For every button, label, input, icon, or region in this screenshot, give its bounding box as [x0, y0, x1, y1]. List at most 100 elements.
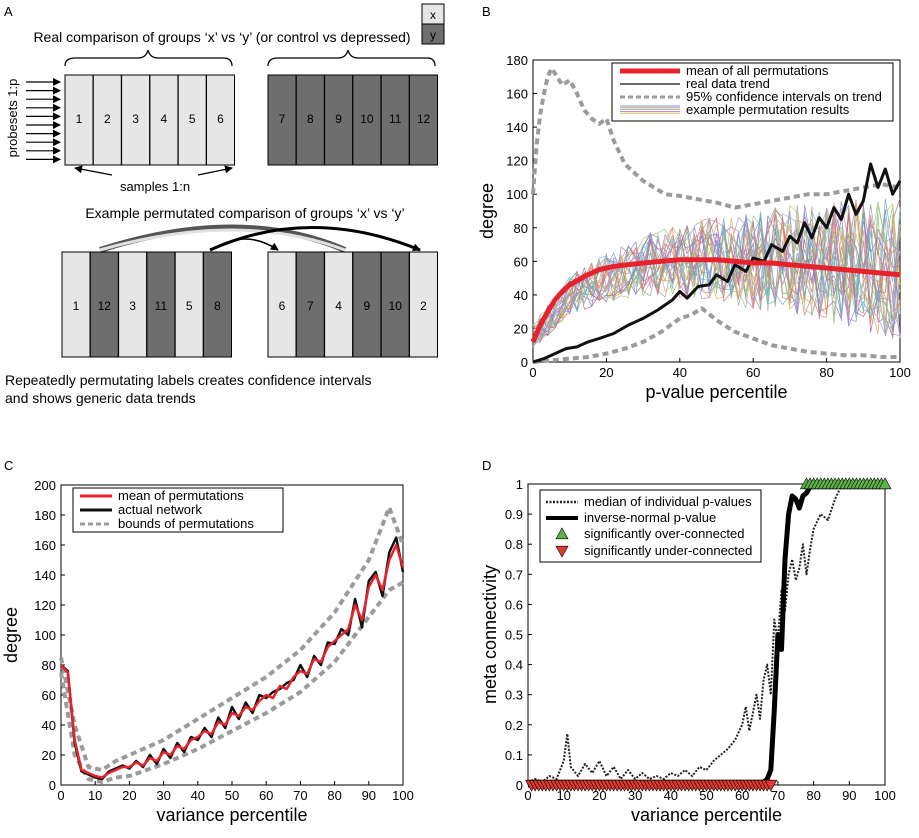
y-tick-label: 0.1	[505, 748, 523, 763]
permuted-box-7	[295, 251, 325, 358]
panel-label-a: A	[4, 4, 13, 19]
samples-arrow-right	[197, 165, 233, 176]
y-tick-label: 60	[514, 254, 528, 269]
chart-d: 0 10 20 30 40 50 60 70 80 90 100 0 0.1 0.2 0.3 0.4 0.5 0.…	[480, 477, 896, 825]
y-tick-label: 0.5	[505, 628, 523, 643]
x-tick-label: 20	[122, 788, 136, 803]
sample-box-9	[324, 74, 354, 166]
sample-box-label: 9	[335, 112, 342, 126]
y-tick-label: 160	[506, 87, 528, 102]
panel-label-d: D	[482, 458, 491, 473]
sample-box-label: 1	[76, 112, 83, 126]
y-tick-label: 180	[34, 508, 56, 523]
under-connected-marker	[764, 779, 778, 792]
permuted-comparison-title: Example permutated comparison of groups …	[85, 205, 404, 221]
sample-box-label: 3	[132, 112, 139, 126]
y-tick-label: 0.3	[505, 688, 523, 703]
permuted-box-12	[89, 251, 119, 358]
x-tick-label: 20	[599, 365, 613, 380]
swap-arrow-gray-inner	[99, 228, 346, 252]
permuted-box-1	[61, 251, 91, 358]
permuted-box-label: 8	[214, 299, 221, 313]
y-tick-label: 140	[506, 120, 528, 135]
x-tick-label: 30	[628, 788, 642, 803]
y-tick-label: 20	[42, 748, 56, 763]
bottom-sample-boxes: 1 12 3 11 5 8 6 7 4 9 10 2	[61, 251, 438, 358]
sample-box-8	[295, 74, 325, 166]
y-tick-label: 1	[516, 477, 523, 492]
permuted-box-label: 1	[73, 299, 80, 313]
legend-y-label: y	[430, 28, 436, 42]
sample-box-label: 11	[389, 112, 402, 126]
x-tick-label: 60	[259, 788, 273, 803]
bounds-upper-line	[59, 505, 405, 772]
permuted-box-8	[203, 251, 232, 358]
top-sample-boxes: 1 2 3 4 5 6 7 8 9 10 11 12	[64, 74, 438, 166]
sample-box-label: 10	[360, 112, 374, 126]
legend-swatch-over	[555, 527, 569, 540]
y-tick-label: 40	[42, 718, 56, 733]
median-pvalue-line	[527, 483, 850, 783]
legend-label: example permutation results	[686, 102, 850, 117]
legend-label: real data trend	[686, 76, 770, 91]
panel-a-diagram: x y Real comparison of groups ‘x’ vs ‘y’…	[5, 3, 445, 406]
permutation-line	[532, 201, 901, 340]
x-axis-label: variance percentile	[631, 805, 782, 825]
x-tick-label: 70	[771, 788, 785, 803]
x-axis-label: p-value percentile	[645, 382, 787, 402]
y-tick-label: 0.8	[505, 537, 523, 552]
y-tick-label: 0.9	[505, 507, 523, 522]
legend-label: actual network	[118, 502, 202, 517]
permuted-box-4	[324, 251, 354, 358]
permuted-box-11	[146, 251, 176, 358]
permutation-line	[532, 209, 901, 343]
caption-line-2: and shows generic data trends	[5, 390, 196, 406]
legend-box	[539, 489, 762, 563]
y-tick-label: 0.6	[505, 597, 523, 612]
sample-box-label: 2	[104, 112, 111, 126]
permuted-box-label: 3	[129, 299, 136, 313]
y-tick-label: 120	[34, 598, 56, 613]
actual-network-line	[60, 536, 405, 781]
y-tick-label: 100	[506, 187, 528, 202]
permuted-box-10	[380, 251, 410, 358]
y-tick-label: 0	[49, 778, 56, 793]
y-tick-label: 0	[521, 355, 528, 370]
sample-box-12	[409, 74, 438, 166]
y-tick-label: 200	[34, 478, 56, 493]
x-tick-label: 0	[529, 365, 536, 380]
y-tick-label: 0.2	[505, 718, 523, 733]
sample-box-11	[380, 74, 410, 166]
permuted-box-2	[409, 251, 438, 358]
y-tick-label: 20	[514, 321, 528, 336]
permuted-box-5	[174, 251, 204, 358]
permuted-box-3	[118, 251, 148, 358]
x-axis-label: variance percentile	[156, 805, 307, 825]
chart-b: 0 20 40 60 80 100 0 20 40 60 80 100 120 140 160 180 p-va…	[477, 53, 911, 402]
x-tick-label: 60	[735, 788, 749, 803]
sample-box-6	[206, 74, 235, 166]
sample-box-3	[121, 74, 151, 166]
over-connected-marker	[878, 477, 892, 490]
x-tick-label: 0	[57, 788, 64, 803]
legend-label: significantly over-connected	[584, 526, 744, 541]
y-tick-label: 120	[506, 154, 528, 169]
permutation-line	[532, 207, 901, 337]
x-tick-label: 90	[362, 788, 376, 803]
y-tick-label: 100	[34, 628, 56, 643]
permuted-box-label: 10	[389, 299, 403, 313]
sample-box-label: 7	[279, 112, 286, 126]
brace-group-x	[64, 49, 233, 67]
brace-group-y	[267, 49, 436, 67]
y-tick-label: 0.4	[505, 658, 523, 673]
permutation-line	[532, 214, 901, 346]
y-tick-label: 0.7	[505, 567, 523, 582]
legend-label: mean of permutations	[118, 488, 244, 503]
x-tick-label: 100	[889, 365, 911, 380]
legend-box-y	[421, 23, 445, 45]
panel-label-b: B	[482, 4, 491, 19]
x-tick-label: 50	[699, 788, 713, 803]
samples-arrow-left	[74, 165, 113, 176]
permuted-box-label: 6	[279, 299, 286, 313]
